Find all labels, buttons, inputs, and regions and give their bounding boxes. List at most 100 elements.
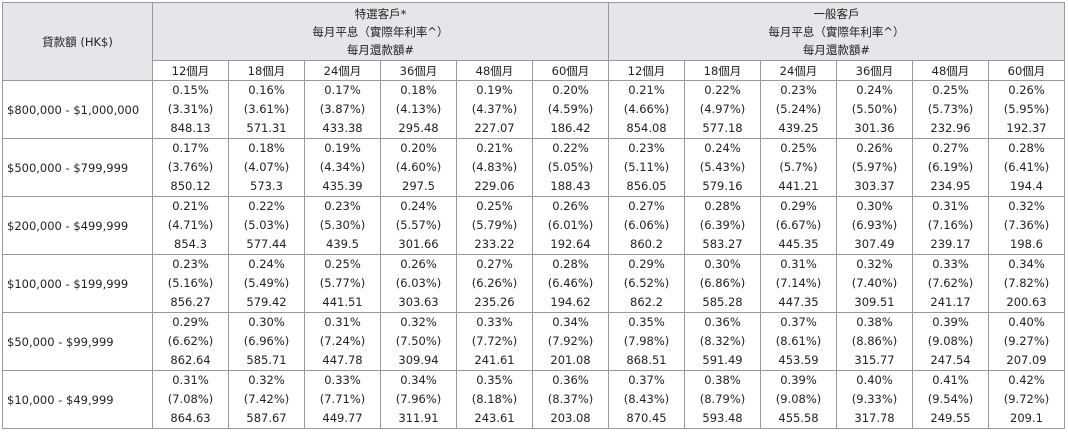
rate-cell: 0.42% (9.72%) 209.1: [988, 370, 1065, 429]
rate-cell: 0.29% (6.62%) 862.64: [152, 312, 229, 371]
effective-annual-rate: (4.07%): [243, 160, 290, 174]
effective-annual-rate: (8.43%): [623, 392, 670, 406]
monthly-flat-rate: 0.19%: [476, 83, 513, 97]
rate-cell: 0.34% (7.82%) 200.63: [988, 254, 1065, 313]
monthly-repayment: 870.45: [626, 411, 667, 425]
rate-table-body: $800,000 - $1,000,000 0.15% (3.31%) 848.13 0…: [2, 80, 1065, 429]
monthly-flat-rate: 0.31%: [172, 373, 209, 387]
rate-cell: 0.39% (9.08%) 455.58: [760, 370, 837, 429]
effective-annual-rate: (5.30%): [319, 218, 366, 232]
monthly-repayment: 583.27: [702, 237, 743, 251]
monthly-flat-rate: 0.41%: [932, 373, 969, 387]
monthly-repayment: 297.5: [402, 179, 435, 193]
loan-amount-range: $800,000 - $1,000,000: [2, 80, 153, 139]
effective-annual-rate: (5.73%): [927, 102, 974, 116]
effective-annual-rate: (7.71%): [319, 392, 366, 406]
effective-annual-rate: (6.96%): [243, 334, 290, 348]
effective-annual-rate: (5.50%): [851, 102, 898, 116]
rate-cell: 0.31% (7.24%) 447.78: [304, 312, 381, 371]
effective-annual-rate: (5.16%): [167, 276, 214, 290]
monthly-repayment: 441.21: [778, 179, 819, 193]
term-header: 36個月: [380, 60, 457, 81]
monthly-flat-rate: 0.35%: [628, 315, 665, 329]
monthly-repayment: 194.4: [1010, 179, 1043, 193]
monthly-flat-rate: 0.27%: [932, 141, 969, 155]
monthly-repayment: 860.2: [630, 237, 663, 251]
monthly-repayment: 311.91: [398, 411, 439, 425]
monthly-flat-rate: 0.25%: [476, 199, 513, 213]
effective-annual-rate: (8.86%): [851, 334, 898, 348]
monthly-flat-rate: 0.23%: [780, 83, 817, 97]
rate-cell: 0.32% (7.50%) 309.94: [380, 312, 457, 371]
monthly-repayment: 593.48: [702, 411, 743, 425]
monthly-flat-rate: 0.40%: [856, 373, 893, 387]
monthly-repayment: 848.13: [170, 121, 211, 135]
rate-cell: 0.25% (5.73%) 232.96: [912, 80, 989, 139]
monthly-repayment: 433.38: [322, 121, 363, 135]
term-header: 36個月: [836, 60, 913, 81]
rate-cell: 0.26% (5.97%) 303.37: [836, 138, 913, 197]
monthly-flat-rate: 0.37%: [780, 315, 817, 329]
group-header-general: 一般客戶 每月平息（實際年利率^） 每月還款額#: [608, 2, 1065, 61]
effective-annual-rate: (5.97%): [851, 160, 898, 174]
rate-cell: 0.38% (8.79%) 593.48: [684, 370, 761, 429]
monthly-repayment: 850.12: [170, 179, 211, 193]
monthly-repayment: 445.35: [778, 237, 819, 251]
monthly-flat-rate: 0.33%: [476, 315, 513, 329]
monthly-flat-rate: 0.18%: [400, 83, 437, 97]
effective-annual-rate: (6.67%): [775, 218, 822, 232]
table-row: $50,000 - $99,999 0.29% (6.62%) 862.64 0.30%…: [2, 312, 1065, 371]
term-header: 24個月: [304, 60, 381, 81]
effective-annual-rate: (9.72%): [1003, 392, 1050, 406]
monthly-repayment: 241.61: [474, 353, 515, 367]
monthly-repayment: 317.78: [854, 411, 895, 425]
monthly-flat-rate: 0.25%: [324, 257, 361, 271]
monthly-repayment: 249.55: [930, 411, 971, 425]
monthly-flat-rate: 0.40%: [1008, 315, 1045, 329]
term-header: 12個月: [608, 60, 685, 81]
monthly-flat-rate: 0.22%: [248, 199, 285, 213]
monthly-repayment: 577.18: [702, 121, 743, 135]
effective-annual-rate: (9.33%): [851, 392, 898, 406]
monthly-flat-rate: 0.24%: [704, 141, 741, 155]
rate-cell: 0.26% (5.95%) 192.37: [988, 80, 1065, 139]
rate-cell: 0.25% (5.7%) 441.21: [760, 138, 837, 197]
monthly-flat-rate: 0.31%: [932, 199, 969, 213]
table-row: $100,000 - $199,999 0.23% (5.16%) 856.27 0.2…: [2, 254, 1065, 313]
rate-cell: 0.37% (8.43%) 870.45: [608, 370, 685, 429]
effective-annual-rate: (6.19%): [927, 160, 974, 174]
effective-annual-rate: (5.03%): [243, 218, 290, 232]
rate-cell: 0.15% (3.31%) 848.13: [152, 80, 229, 139]
monthly-repayment: 573.3: [250, 179, 283, 193]
rate-cell: 0.30% (6.86%) 585.28: [684, 254, 761, 313]
effective-annual-rate: (6.06%): [623, 218, 670, 232]
monthly-repayment: 579.16: [702, 179, 743, 193]
monthly-repayment: 243.61: [474, 411, 515, 425]
monthly-flat-rate: 0.21%: [476, 141, 513, 155]
effective-annual-rate: (4.71%): [167, 218, 214, 232]
monthly-flat-rate: 0.28%: [552, 257, 589, 271]
monthly-repayment: 585.71: [246, 353, 287, 367]
rate-cell: 0.29% (6.67%) 445.35: [760, 196, 837, 255]
rate-cell: 0.25% (5.77%) 441.51: [304, 254, 381, 313]
monthly-repayment: 207.09: [1006, 353, 1047, 367]
monthly-flat-rate: 0.27%: [628, 199, 665, 213]
rate-cell: 0.19% (4.37%) 227.07: [456, 80, 533, 139]
effective-annual-rate: (7.40%): [851, 276, 898, 290]
monthly-flat-rate: 0.15%: [172, 83, 209, 97]
rate-cell: 0.22% (4.97%) 577.18: [684, 80, 761, 139]
header-row-groups: 貸款額 (HK$) 特選客戶* 每月平息（實際年利率^） 每月還款額# 一般客戶…: [2, 2, 1065, 81]
rate-cell: 0.23% (5.11%) 856.05: [608, 138, 685, 197]
term-header: 48個月: [912, 60, 989, 81]
rate-cell: 0.32% (7.42%) 587.67: [228, 370, 305, 429]
monthly-repayment: 309.51: [854, 295, 895, 309]
effective-annual-rate: (6.26%): [471, 276, 518, 290]
monthly-repayment: 439.25: [778, 121, 819, 135]
rate-cell: 0.24% (5.49%) 579.42: [228, 254, 305, 313]
monthly-flat-rate: 0.36%: [552, 373, 589, 387]
rate-cell: 0.24% (5.43%) 579.16: [684, 138, 761, 197]
term-header: 60個月: [988, 60, 1065, 81]
rate-cell: 0.21% (4.83%) 229.06: [456, 138, 533, 197]
rate-cell: 0.30% (6.93%) 307.49: [836, 196, 913, 255]
monthly-flat-rate: 0.32%: [856, 257, 893, 271]
